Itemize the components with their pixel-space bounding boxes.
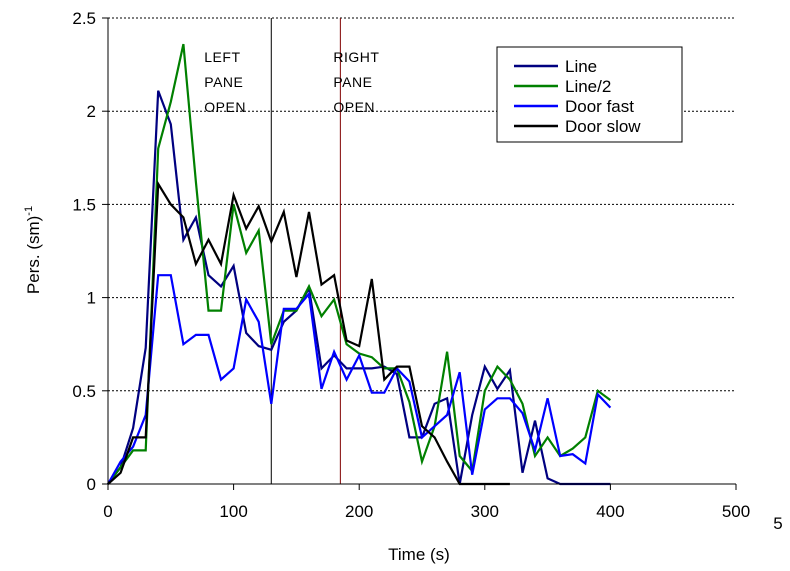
x-tick-label-2: 200: [345, 502, 373, 521]
y-axis-title-exponent: -1: [23, 206, 35, 216]
annotation-1: RIGHT PANE OPEN: [333, 49, 379, 115]
x-tick-label-1: 100: [219, 502, 247, 521]
legend-label-3: Door slow: [565, 117, 641, 136]
y-tick-label-5: 2.5: [72, 9, 96, 28]
y-axis-title-main: Pers. (sm): [24, 216, 43, 294]
y-tick-label-2: 1: [87, 289, 96, 308]
axes: [102, 17, 737, 490]
y-tick-label-3: 1.5: [72, 195, 96, 214]
y-tick-label-1: 0.5: [72, 382, 96, 401]
legend-label-2: Door fast: [565, 97, 634, 116]
x-tick-label-5: 500: [722, 502, 750, 521]
grid-lines: [108, 17, 736, 392]
series-line-2: [107, 274, 612, 485]
legend-label-0: Line: [565, 57, 597, 76]
event-annotations: LEFT PANE OPEN RIGHT PANE OPEN: [204, 49, 379, 115]
series-line-3: [107, 180, 510, 486]
series-line-0: [107, 90, 611, 486]
legend-label-1: Line/2: [565, 77, 611, 96]
y-axis-title: Pers. (sm)-1: [23, 206, 43, 294]
x-tick-label-0: 0: [103, 502, 112, 521]
y-tick-label-0: 0: [87, 475, 96, 494]
x-tick-label-4: 400: [596, 502, 624, 521]
event-lines: [270, 18, 341, 484]
series-lines: [107, 43, 612, 486]
y-tick-label-4: 2: [87, 102, 96, 121]
stray-text: 5: [773, 514, 782, 533]
annotation-0: LEFT PANE OPEN: [204, 49, 246, 115]
x-axis-title: Time (s): [388, 545, 450, 564]
x-tick-label-3: 300: [471, 502, 499, 521]
tick-labels: 0 0.5 1 1.5 2 2.5 0 100 200 300 400 500: [72, 9, 750, 521]
